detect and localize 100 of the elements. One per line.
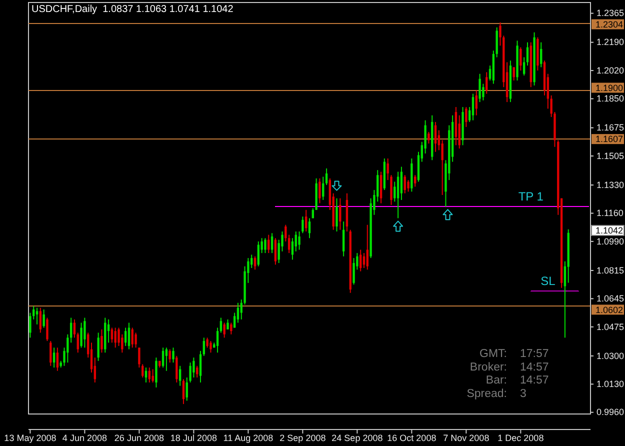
candlestick: [396, 171, 400, 219]
candlestick: [206, 337, 208, 348]
candlestick: [274, 238, 277, 266]
candlestick: [176, 355, 178, 383]
candlestick: [308, 218, 311, 239]
annotation: Bar: 14:57: [486, 374, 549, 387]
candlestick: [202, 337, 206, 356]
candlestick: [233, 312, 236, 328]
candlestick: [223, 322, 226, 338]
candlestick: [128, 322, 130, 350]
y-tick-label: 1.1330: [596, 180, 624, 190]
x-tick-label: 24 Sep 2008: [332, 432, 383, 443]
candlestick: [486, 72, 488, 94]
candlestick: [407, 180, 410, 192]
candlestick: [264, 238, 266, 254]
candlestick: [97, 332, 100, 362]
y-tick-label: 1.0645: [596, 294, 624, 304]
y-tick-label: 0.9960: [596, 407, 624, 418]
candlestick: [236, 302, 240, 324]
candlestick: [254, 256, 256, 270]
candlestick: [46, 317, 48, 342]
ref-line-label: 1.0602: [596, 304, 624, 315]
candlestick: [226, 318, 229, 330]
candlestick: [294, 230, 297, 252]
candlestick: [50, 340, 52, 366]
annotation: Broker: 14:57: [470, 361, 549, 374]
ref-line-label: 1.1607: [596, 134, 624, 144]
candlestick: [36, 307, 38, 325]
candlestick: [380, 171, 382, 204]
candlestick: [100, 328, 103, 354]
candlestick: [172, 347, 174, 364]
candlestick: [298, 230, 300, 250]
candlestick: [302, 216, 304, 234]
series-label: TP 1: [518, 190, 544, 204]
y-tick-label: 1.0300: [596, 350, 624, 361]
candlestick: [84, 317, 86, 348]
y-tick-label: 1.1505: [596, 150, 624, 161]
candlestick: [165, 347, 168, 372]
y-tick-label: 1.1160: [596, 208, 624, 218]
y-tick-label: 1.2020: [596, 65, 624, 76]
x-tick-label: 16 Oct 2008: [387, 432, 436, 443]
candlestick: [404, 174, 406, 194]
candlestick: [520, 46, 522, 72]
ref-line-label: 1.2304: [596, 19, 624, 30]
candlestick: [278, 239, 280, 264]
x-tick-label: 1 Dec 2008: [498, 432, 544, 443]
candlestick: [512, 66, 515, 81]
x-tick-label: 2 Sep 2008: [280, 432, 326, 443]
candlestick: [80, 322, 82, 348]
candlestick: [342, 221, 345, 257]
candlestick: [472, 93, 474, 121]
candlestick: [458, 114, 460, 150]
candlestick: [199, 350, 202, 383]
y-tick-label: 1.2190: [596, 37, 624, 48]
x-tick-label: 7 Nov 2008: [443, 432, 490, 443]
candlestick: [339, 198, 342, 230]
x-tick-label: 4 Jun 2008: [62, 432, 107, 443]
candlestick: [540, 42, 542, 68]
candlestick: [359, 249, 362, 272]
candlestick: [465, 106, 468, 128]
candlestick: [155, 357, 158, 388]
y-tick-label: 1.0475: [596, 322, 624, 332]
candlestick: [220, 317, 222, 334]
candlestick: [210, 340, 212, 354]
candlestick: [196, 365, 198, 378]
candlestick: [216, 327, 219, 354]
y-tick-label: 1.0130: [596, 379, 624, 390]
y-tick-label: 1.0990: [596, 236, 624, 246]
candlestick: [318, 178, 321, 204]
candlestick: [522, 56, 526, 76]
candlestick: [366, 224, 369, 270]
candlestick: [400, 166, 403, 200]
candlestick: [124, 327, 127, 346]
candlestick: [56, 347, 59, 372]
candlestick: [142, 364, 144, 378]
candlestick: [336, 198, 338, 232]
candlestick: [144, 367, 148, 383]
candlestick: [76, 332, 79, 354]
y-tick-label: 1.1850: [596, 94, 624, 104]
text: 1.1042: [596, 226, 624, 236]
y-tick-label: 1.0815: [596, 265, 624, 276]
candlestick: [162, 347, 164, 368]
candlestick: [114, 327, 116, 348]
candlestick: [478, 73, 481, 103]
candlestick: [482, 83, 484, 101]
candlestick: [110, 327, 114, 344]
x-tick-label: 13 May 2008: [4, 432, 56, 443]
annotation: Spread: 3: [466, 388, 526, 400]
annotation: GMT: 17:57: [480, 348, 549, 360]
candlestick: [230, 322, 232, 335]
y-tick-label: 1.2365: [596, 8, 624, 18]
y-tick-label: 1.1675: [596, 122, 624, 133]
candlestick: [134, 332, 137, 348]
candlestick: [152, 368, 154, 383]
candlestick: [131, 327, 134, 348]
ref-line-label: 1.1900: [596, 82, 624, 93]
candlestick: [178, 365, 182, 386]
candlestick: [304, 209, 308, 232]
candlestick: [428, 131, 430, 144]
x-tick-label: 26 Jun 2008: [114, 432, 164, 443]
